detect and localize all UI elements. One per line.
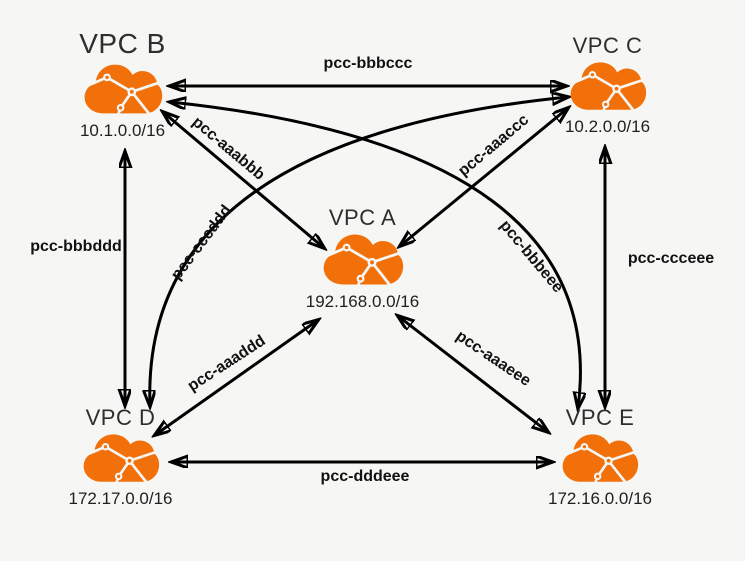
node-cidr: 172.17.0.0/16	[68, 489, 173, 508]
connection-arrow-a-d	[155, 320, 318, 435]
cloud-network-icon	[561, 432, 639, 488]
node-vpc-b: VPC B 10.1.0.0/16	[60, 28, 185, 141]
connection-label-b-c: pcc-bbbccc	[323, 55, 413, 72]
cloud-network-icon	[82, 432, 160, 488]
node-title: VPC E	[565, 405, 635, 430]
node-vpc-d: VPC D 172.17.0.0/16	[58, 406, 183, 509]
node-vpc-c: VPC C 10.2.0.0/16	[545, 34, 670, 137]
node-vpc-e: VPC E 172.16.0.0/16	[535, 406, 665, 509]
node-cidr: 192.168.0.0/16	[305, 292, 420, 311]
node-title: VPC D	[85, 405, 156, 430]
connection-label-d-e: pcc-dddeee	[320, 468, 410, 485]
node-title: VPC C	[572, 33, 643, 58]
node-vpc-a: VPC A 192.168.0.0/16	[300, 206, 425, 312]
node-cidr: 10.1.0.0/16	[79, 121, 166, 140]
node-title: VPC B	[79, 28, 166, 59]
node-cidr: 10.2.0.0/16	[564, 117, 651, 136]
connection-arrow-a-e	[398, 316, 548, 432]
cloud-network-icon	[322, 232, 404, 291]
node-title: VPC A	[328, 205, 397, 230]
connection-arrow-a-c	[400, 108, 568, 246]
connection-label-c-e: pcc-ccceee	[627, 250, 715, 267]
cloud-network-icon	[83, 62, 163, 120]
connection-label-b-d: pcc-bbbddd	[30, 238, 122, 255]
connection-arrow-b-e	[170, 102, 580, 408]
cloud-network-icon	[569, 60, 647, 116]
node-cidr: 172.16.0.0/16	[548, 489, 652, 508]
